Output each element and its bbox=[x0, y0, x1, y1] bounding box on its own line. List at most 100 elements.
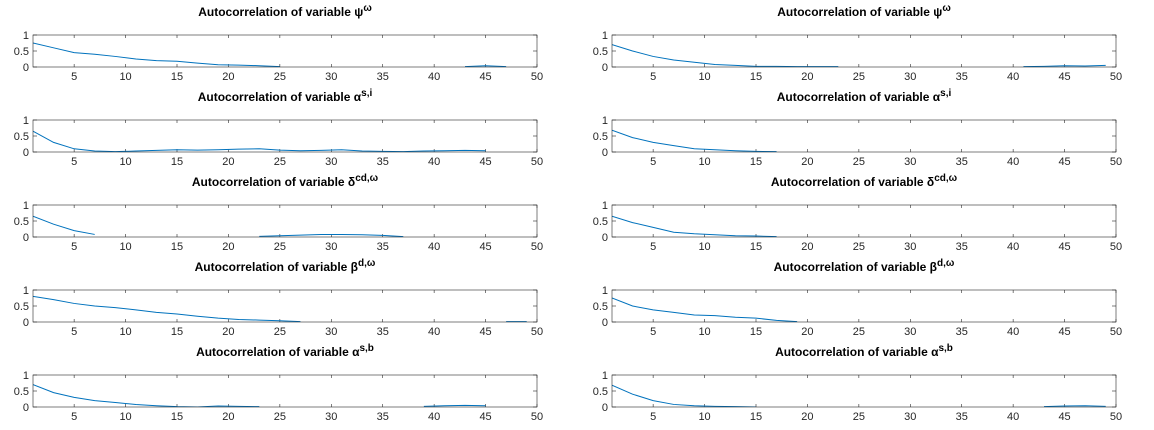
x-tick-label: 30 bbox=[904, 411, 916, 423]
title-superscript: d,ω bbox=[937, 258, 955, 269]
y-tick-label: 1 bbox=[602, 115, 608, 127]
subplot: Autocorrelation of variable βd,ω5 10 15 20 2… bbox=[14, 258, 543, 338]
subplot-title: Autocorrelation of variable αs,b bbox=[196, 343, 374, 359]
y-tick-label: 0.5 bbox=[14, 131, 29, 143]
x-tick-label: 15 bbox=[750, 156, 762, 168]
x-tick-label: 50 bbox=[531, 411, 543, 423]
title-superscript: s,b bbox=[938, 343, 952, 354]
subplot-title: Autocorrelation of variable ψω bbox=[777, 3, 951, 19]
x-tick-label: 25 bbox=[853, 411, 865, 423]
x-tick-label: 15 bbox=[171, 156, 183, 168]
y-tick-label: 1 bbox=[23, 115, 29, 127]
x-tick-label: 45 bbox=[479, 71, 491, 83]
x-tick-label: 40 bbox=[428, 326, 440, 338]
axes-box bbox=[32, 289, 538, 323]
x-tick-label: 10 bbox=[698, 71, 710, 83]
x-tick-label: 50 bbox=[531, 71, 543, 83]
subplot-title: Autocorrelation of variable βd,ω bbox=[774, 258, 955, 274]
x-tick-label: 5 bbox=[650, 71, 656, 83]
axes-box bbox=[32, 34, 538, 68]
x-tick-label: 35 bbox=[956, 241, 968, 253]
subplot-title: Autocorrelation of variable βd,ω bbox=[195, 258, 376, 274]
subplot-title: Autocorrelation of variable δcd,ω bbox=[192, 173, 379, 189]
x-tick-label: 15 bbox=[750, 71, 762, 83]
y-tick-label: 0 bbox=[602, 317, 608, 329]
title-text: Autocorrelation of variable δ bbox=[771, 175, 934, 189]
x-tick-label: 25 bbox=[853, 156, 865, 168]
x-tick-label: 10 bbox=[119, 411, 131, 423]
x-tick-label: 40 bbox=[1007, 326, 1019, 338]
title-superscript: s,i bbox=[361, 88, 372, 99]
x-tick-label: 50 bbox=[1110, 71, 1122, 83]
subplot-title: Autocorrelation of variable αs,i bbox=[198, 88, 373, 104]
x-tick-label: 5 bbox=[71, 411, 77, 423]
x-tick-label: 30 bbox=[325, 71, 337, 83]
y-tick-label: 0.5 bbox=[593, 131, 608, 143]
data-line bbox=[33, 42, 507, 67]
subplot: Autocorrelation of variable αs,b5 10 15 20 2… bbox=[593, 343, 1122, 423]
x-tick-label: 45 bbox=[479, 411, 491, 423]
x-tick-label: 15 bbox=[171, 71, 183, 83]
y-tick-label: 0 bbox=[23, 147, 29, 159]
x-tick-label: 5 bbox=[71, 326, 77, 338]
plot-area bbox=[612, 297, 798, 322]
x-tick-label: 10 bbox=[698, 241, 710, 253]
x-tick-label: 40 bbox=[1007, 71, 1019, 83]
y-tick-label: 1 bbox=[602, 285, 608, 297]
y-tick-label: 0 bbox=[602, 232, 608, 244]
title-superscript: s,i bbox=[940, 88, 951, 99]
title-text: Autocorrelation of variable α bbox=[775, 345, 939, 359]
x-tick-label: 35 bbox=[956, 411, 968, 423]
y-tick-label: 0.5 bbox=[593, 301, 608, 313]
x-tick-label: 40 bbox=[428, 241, 440, 253]
x-tick-label: 30 bbox=[904, 71, 916, 83]
x-tick-label: 20 bbox=[801, 71, 813, 83]
axes-box bbox=[611, 119, 1117, 153]
x-tick-label: 15 bbox=[750, 241, 762, 253]
subplot-title: Autocorrelation of variable αs,i bbox=[777, 88, 952, 104]
plot-area bbox=[33, 42, 507, 67]
y-tick-label: 0.5 bbox=[593, 386, 608, 398]
axes-box bbox=[611, 204, 1117, 238]
x-tick-label: 15 bbox=[171, 241, 183, 253]
plot-area bbox=[33, 295, 527, 322]
x-tick-label: 35 bbox=[377, 326, 389, 338]
title-text: Autocorrelation of variable α bbox=[198, 90, 362, 104]
y-tick-label: 1 bbox=[23, 30, 29, 42]
x-tick-label: 15 bbox=[171, 411, 183, 423]
x-tick-label: 20 bbox=[801, 241, 813, 253]
plot-area bbox=[33, 215, 404, 237]
x-tick-label: 40 bbox=[1007, 411, 1019, 423]
x-tick-label: 10 bbox=[698, 411, 710, 423]
x-tick-label: 45 bbox=[1058, 411, 1070, 423]
x-tick-label: 30 bbox=[325, 411, 337, 423]
x-tick-label: 10 bbox=[119, 156, 131, 168]
title-superscript: d,ω bbox=[358, 258, 376, 269]
axes-box bbox=[611, 289, 1117, 323]
y-tick-label: 1 bbox=[602, 30, 608, 42]
x-tick-label: 50 bbox=[531, 241, 543, 253]
title-superscript: cd,ω bbox=[355, 173, 378, 184]
x-tick-label: 15 bbox=[750, 326, 762, 338]
x-tick-label: 10 bbox=[119, 71, 131, 83]
subplot: Autocorrelation of variable αs,i5 10 15 20 2… bbox=[593, 88, 1122, 168]
y-tick-label: 0.5 bbox=[14, 301, 29, 313]
x-tick-label: 15 bbox=[171, 326, 183, 338]
title-text: Autocorrelation of variable δ bbox=[192, 175, 355, 189]
axes-box bbox=[611, 34, 1117, 68]
x-tick-label: 5 bbox=[650, 241, 656, 253]
x-tick-label: 25 bbox=[274, 156, 286, 168]
x-tick-label: 20 bbox=[801, 411, 813, 423]
y-tick-label: 0.5 bbox=[14, 46, 29, 58]
x-tick-label: 50 bbox=[1110, 411, 1122, 423]
data-line bbox=[33, 295, 527, 322]
x-tick-label: 30 bbox=[904, 326, 916, 338]
subplot: Autocorrelation of variable αs,b5 10 15 20 2… bbox=[14, 343, 543, 423]
data-line bbox=[33, 384, 486, 407]
x-tick-label: 35 bbox=[377, 241, 389, 253]
axes-box bbox=[32, 374, 538, 408]
x-tick-label: 10 bbox=[119, 326, 131, 338]
x-tick-label: 45 bbox=[1058, 71, 1070, 83]
y-tick-label: 0.5 bbox=[593, 216, 608, 228]
plot-area bbox=[612, 129, 777, 152]
